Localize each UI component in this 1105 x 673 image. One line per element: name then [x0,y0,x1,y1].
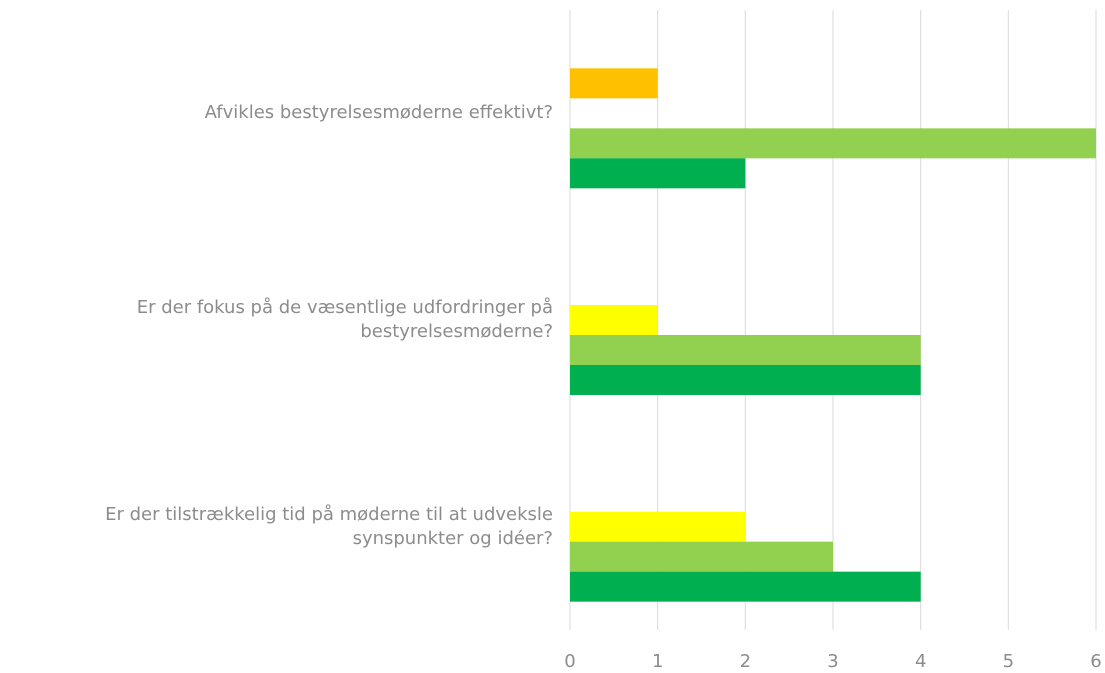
x-tick-label: 1 [652,651,663,672]
x-tick-label: 6 [1090,651,1101,672]
x-tick-label: 0 [564,651,575,672]
category-label: Er der fokus på de væsentlige udfordring… [136,297,553,342]
x-tick-label: 2 [740,651,751,672]
category-label: Afvikles bestyrelsesmøderne effektivt? [204,102,553,124]
bar [570,68,658,99]
category-label: Er der tilstrækkelig tid på møderne til … [105,503,553,549]
bar [570,365,921,395]
bar [570,335,921,365]
bar [570,511,746,542]
x-tick-label: 3 [827,651,838,672]
x-tick-label: 5 [1003,651,1014,672]
bar [570,158,746,189]
bar [570,128,1096,159]
bar [570,571,921,602]
x-tick-label: 4 [915,651,926,672]
bar [570,541,833,572]
bar [570,305,658,335]
